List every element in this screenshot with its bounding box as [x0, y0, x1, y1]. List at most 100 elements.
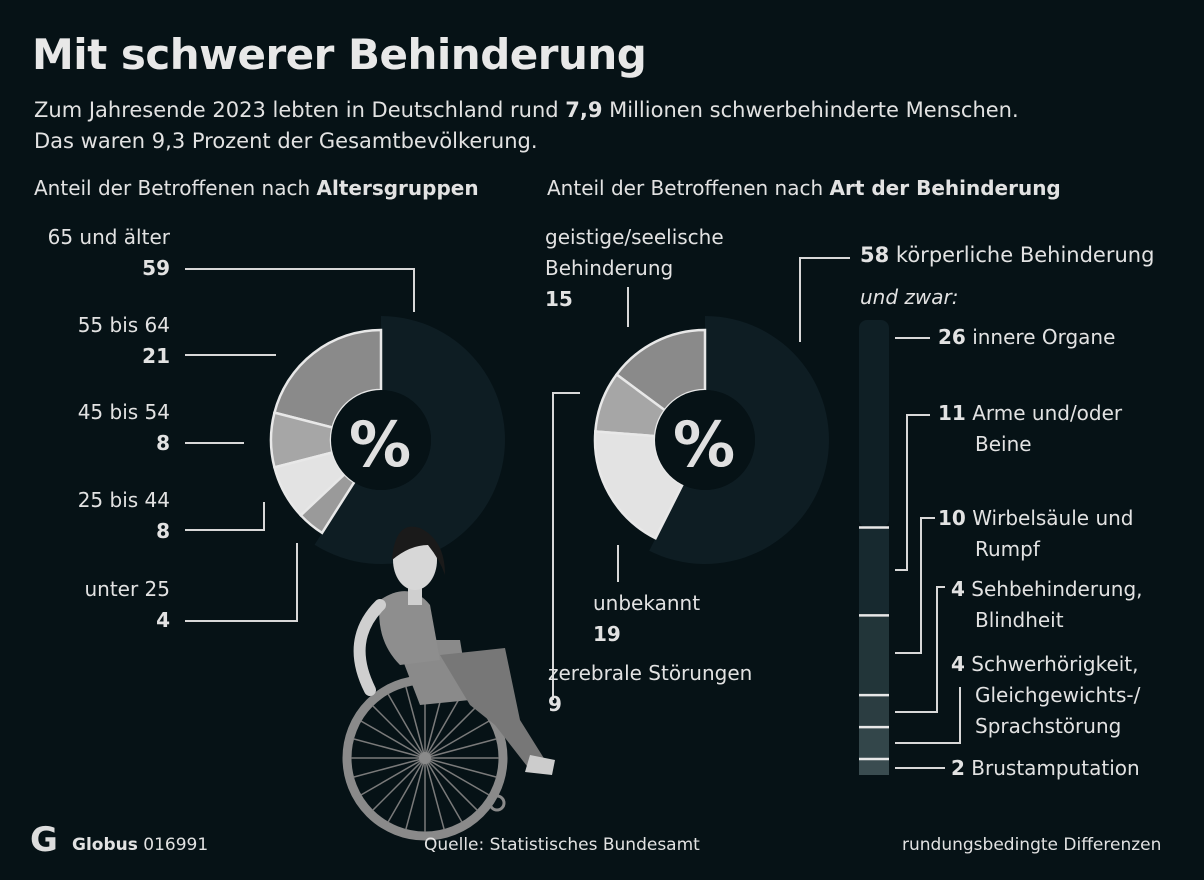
sub-label-breast: 2 Brustamputation — [951, 753, 1140, 784]
section-title-bold: Altersgruppen — [316, 176, 479, 200]
wheel-spoke — [360, 757, 426, 796]
age-value: 21 — [142, 344, 170, 368]
section-title-bold: Art der Behinderung — [829, 176, 1061, 200]
footer-brand: Globus 016991 — [72, 835, 208, 855]
age-name: unter 25 — [84, 577, 170, 601]
sub-label-vision: 4 Sehbehinderung, Blindheit — [951, 574, 1143, 636]
sub-name: Brustamputation — [971, 756, 1140, 780]
wheel-spoke — [353, 738, 426, 759]
section-title-text: Anteil der Betroffenen nach — [547, 176, 830, 200]
subtitle-line2: Das waren 9,3 Prozent der Gesamtbevölker… — [34, 129, 538, 153]
wheel-spoke — [424, 757, 445, 830]
physical-stacked-bar — [859, 320, 889, 775]
age-value: 59 — [142, 256, 170, 280]
sub-label-limbs: 11 Arme und/oder Beine — [938, 398, 1122, 460]
sub-value: 4 — [951, 652, 965, 676]
sub-name: Schwerhörigkeit, — [971, 652, 1139, 676]
age-donut — [269, 316, 505, 564]
footer-note: rundungsbedingte Differenzen — [902, 835, 1162, 855]
wheel-spoke — [424, 705, 478, 759]
leader-line — [799, 257, 850, 342]
age-label-55-64: 55 bis 64 21 — [20, 310, 170, 372]
sub-label-spine: 10 Wirbelsäule und Rumpf — [938, 503, 1134, 565]
bar-segment — [859, 695, 889, 728]
subtitle-text: Millionen schwerbehinderte Menschen. — [602, 98, 1019, 122]
donut2-center-label: % — [673, 408, 735, 481]
wheel-spoke — [424, 757, 497, 778]
wheel-spoke — [424, 757, 463, 823]
brand-name: Globus — [72, 835, 138, 855]
bar-segment — [859, 527, 889, 616]
bar-segment — [859, 727, 889, 760]
type-value: 9 — [548, 692, 562, 716]
wheel-spoke — [372, 757, 426, 811]
type-label-cerebral: zerebrale Störungen 9 — [548, 658, 752, 720]
donut1-center-label: % — [349, 408, 411, 481]
sub-value: 11 — [938, 401, 966, 425]
type-section-title: Anteil der Betroffenen nach Art der Behi… — [547, 176, 1061, 200]
sub-name: Wirbelsäule und — [972, 506, 1134, 530]
age-label-65plus: 65 und älter 59 — [20, 222, 170, 284]
footer-source: Quelle: Statistisches Bundesamt — [424, 835, 700, 855]
wheel-spoke — [387, 757, 426, 823]
age-name: 65 und älter — [47, 225, 170, 249]
wheel-spoke — [372, 705, 426, 759]
age-section-title: Anteil der Betroffenen nach Altersgruppe… — [34, 176, 479, 200]
leader-line — [185, 268, 415, 312]
age-name: 45 bis 54 — [77, 400, 170, 424]
subtitle-highlight: 7,9 — [565, 98, 603, 122]
leader-line — [185, 502, 265, 531]
type-name: unbekannt — [593, 591, 701, 615]
wheel-spoke — [360, 720, 426, 759]
donut-hole — [655, 390, 755, 490]
age-value: 4 — [156, 608, 170, 632]
bar-segment — [859, 320, 889, 528]
sub-value: 4 — [951, 577, 965, 601]
wheel-spoke — [424, 720, 490, 759]
age-value: 8 — [156, 431, 170, 455]
leader-line — [895, 687, 961, 744]
wheel-spoke — [424, 757, 490, 796]
type-name: zerebrale Störungen — [548, 661, 753, 685]
leader-line — [552, 392, 580, 700]
subtitle-text: Zum Jahresende 2023 lebten in Deutschlan… — [34, 98, 566, 122]
globus-logo-icon: G — [30, 820, 58, 860]
leader-line — [895, 586, 945, 713]
age-label-under25: unter 25 4 — [20, 574, 170, 636]
wheel-spoke — [424, 738, 497, 759]
type-value: 58 — [860, 243, 890, 267]
graphic-number: 016991 — [143, 835, 209, 855]
age-label-45-54: 45 bis 54 8 — [20, 397, 170, 459]
bar-segment — [859, 615, 889, 696]
donut-slice — [314, 316, 505, 564]
donut-hole — [331, 390, 431, 490]
sub-name: innere Organe — [972, 325, 1116, 349]
wheelchair-person-illustration — [342, 526, 555, 841]
sub-name: Beine — [975, 432, 1032, 456]
section-title-text: Anteil der Betroffenen nach — [34, 176, 317, 200]
wheel-spoke — [424, 757, 478, 811]
type-donut — [593, 316, 829, 564]
donut-slice — [649, 316, 829, 564]
type-value: 15 — [545, 287, 573, 311]
sub-label-hearing: 4 Schwerhörigkeit, Gleichgewichts-/ Sprach… — [951, 649, 1140, 742]
type-name: geistige/seelische — [545, 225, 724, 249]
age-label-25-44: 25 bis 44 8 — [20, 485, 170, 547]
type-name: Behinderung — [545, 256, 674, 280]
wheel-spoke — [387, 693, 426, 759]
subtitle: Zum Jahresende 2023 lebten in Deutschlan… — [34, 95, 1019, 157]
type-name: körperliche Behinderung — [895, 243, 1155, 267]
wheel-spoke — [424, 693, 463, 759]
wheel-spoke — [405, 757, 426, 830]
wheel-spoke — [405, 686, 426, 759]
sub-name: Gleichgewichts-/ — [975, 683, 1141, 707]
sub-name: Sehbehinderung, — [971, 577, 1143, 601]
wheel-spoke — [353, 757, 426, 778]
bar-segment — [859, 759, 889, 775]
und-zwar-label: und zwar: — [860, 285, 959, 309]
leader-line — [895, 414, 930, 571]
page-title: Mit schwerer Behinderung — [32, 30, 647, 79]
sub-name: Rumpf — [975, 537, 1040, 561]
age-value: 8 — [156, 519, 170, 543]
